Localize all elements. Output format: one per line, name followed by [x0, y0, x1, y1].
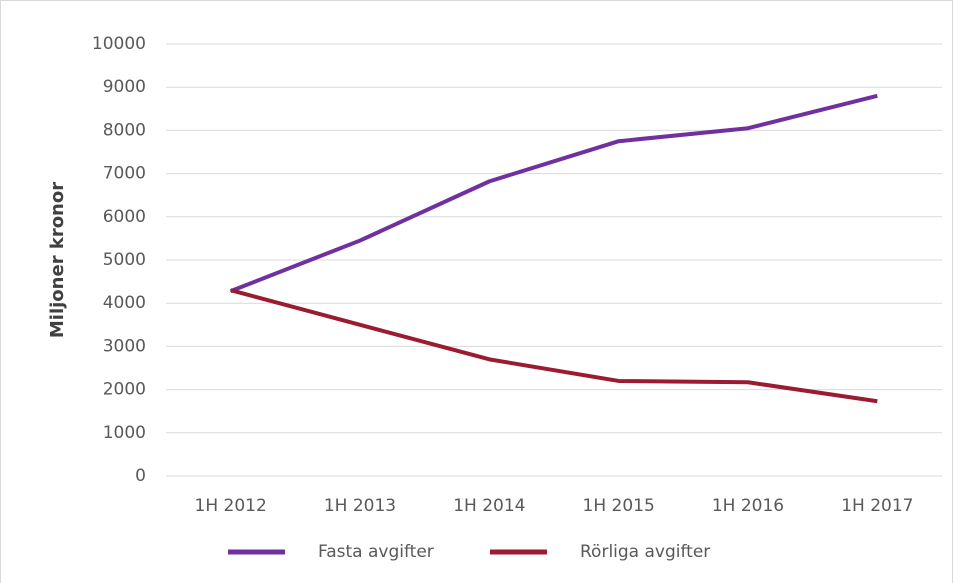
- y-tick-label: 3000: [103, 336, 146, 356]
- series-line: [229, 93, 878, 293]
- x-tick-label: 1H 2015: [583, 496, 655, 516]
- y-tick-label: 7000: [103, 164, 146, 184]
- series-line: [230, 288, 878, 404]
- y-tick-label: 10000: [92, 34, 146, 54]
- y-tick-label: 8000: [103, 120, 146, 140]
- y-axis-label: Miljoner kronor: [47, 182, 68, 338]
- x-tick-label: 1H 2013: [324, 496, 396, 516]
- y-tick-label: 2000: [103, 380, 146, 400]
- legend-label: Fasta avgifter: [318, 542, 434, 562]
- y-tick-label: 4000: [103, 293, 146, 313]
- y-tick-label: 0: [135, 466, 146, 486]
- y-tick-label: 1000: [103, 423, 146, 443]
- legend-label: Rörliga avgifter: [580, 542, 710, 562]
- y-tick-label: 6000: [103, 207, 146, 227]
- x-tick-label: 1H 2012: [195, 496, 267, 516]
- y-tick-label: 9000: [103, 77, 146, 97]
- x-tick-label: 1H 2014: [453, 496, 525, 516]
- y-tick-label: 5000: [103, 250, 146, 270]
- x-tick-label: 1H 2017: [841, 496, 913, 516]
- x-tick-label: 1H 2016: [712, 496, 784, 516]
